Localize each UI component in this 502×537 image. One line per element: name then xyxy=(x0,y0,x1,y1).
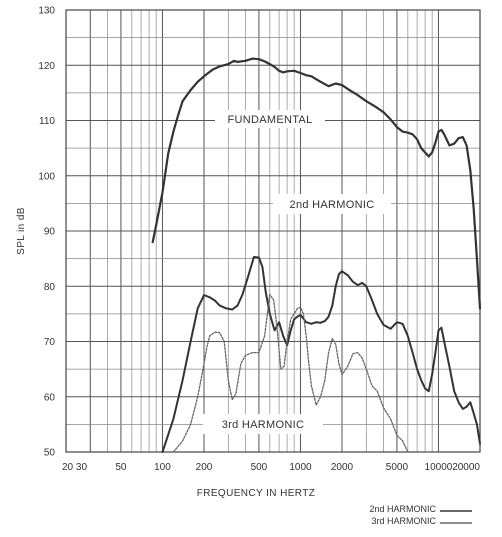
y-tick-label: 70 xyxy=(44,337,56,348)
plot-frame xyxy=(65,9,481,453)
y-tick-label: 60 xyxy=(44,392,56,403)
x-tick-label: 20 30 xyxy=(62,462,87,473)
legend-label-second: 2nd HARMONIC xyxy=(369,504,436,514)
second-annotation-bg xyxy=(273,194,391,214)
third-annotation: 3rd HARMONIC xyxy=(222,419,304,431)
y-tick-label: 50 xyxy=(44,448,56,459)
x-axis-title: FREQUENCY IN HERTZ xyxy=(197,488,316,499)
grid xyxy=(65,9,481,453)
y-tick-label: 130 xyxy=(38,6,55,17)
y-tick-label: 100 xyxy=(38,171,55,182)
annotations: FUNDAMENTAL 2nd HARMONIC 3rd HARMONIC xyxy=(203,110,391,434)
y-tick-label: 110 xyxy=(39,116,55,127)
legend-label-third: 3rd HARMONIC xyxy=(371,516,436,526)
x-tick-label: 5000 xyxy=(386,462,409,473)
x-tick-label: 10000 xyxy=(425,462,453,473)
legend: 2nd HARMONIC 3rd HARMONIC xyxy=(369,504,472,526)
x-tick-label: 200 xyxy=(196,462,213,473)
fundamental-annotation: FUNDAMENTAL xyxy=(228,114,313,126)
series-group xyxy=(151,57,482,453)
x-tick-label: 20000 xyxy=(452,462,480,473)
third-annotation-bg xyxy=(203,414,323,434)
tick-labels: 50 60 70 80 90 100 110 120 130 20 30 50 100 200 500 10… xyxy=(38,6,480,474)
third-series-line xyxy=(172,293,409,453)
x-tick-label: 100 xyxy=(154,462,171,473)
fundamental-annotation-bg xyxy=(215,110,325,128)
x-tick-label: 1000 xyxy=(289,462,312,473)
fundamental-series-line xyxy=(151,57,482,310)
x-tick-label: 2000 xyxy=(331,462,354,473)
second-series-line xyxy=(161,256,481,453)
y-tick-label: 90 xyxy=(44,227,56,238)
y-tick-label: 80 xyxy=(44,282,56,293)
y-tick-label: 120 xyxy=(38,61,55,72)
y-axis-title: SPL in dB xyxy=(16,207,27,255)
x-tick-label: 50 xyxy=(115,462,127,473)
second-annotation: 2nd HARMONIC xyxy=(290,199,375,211)
x-tick-label: 500 xyxy=(251,462,268,473)
